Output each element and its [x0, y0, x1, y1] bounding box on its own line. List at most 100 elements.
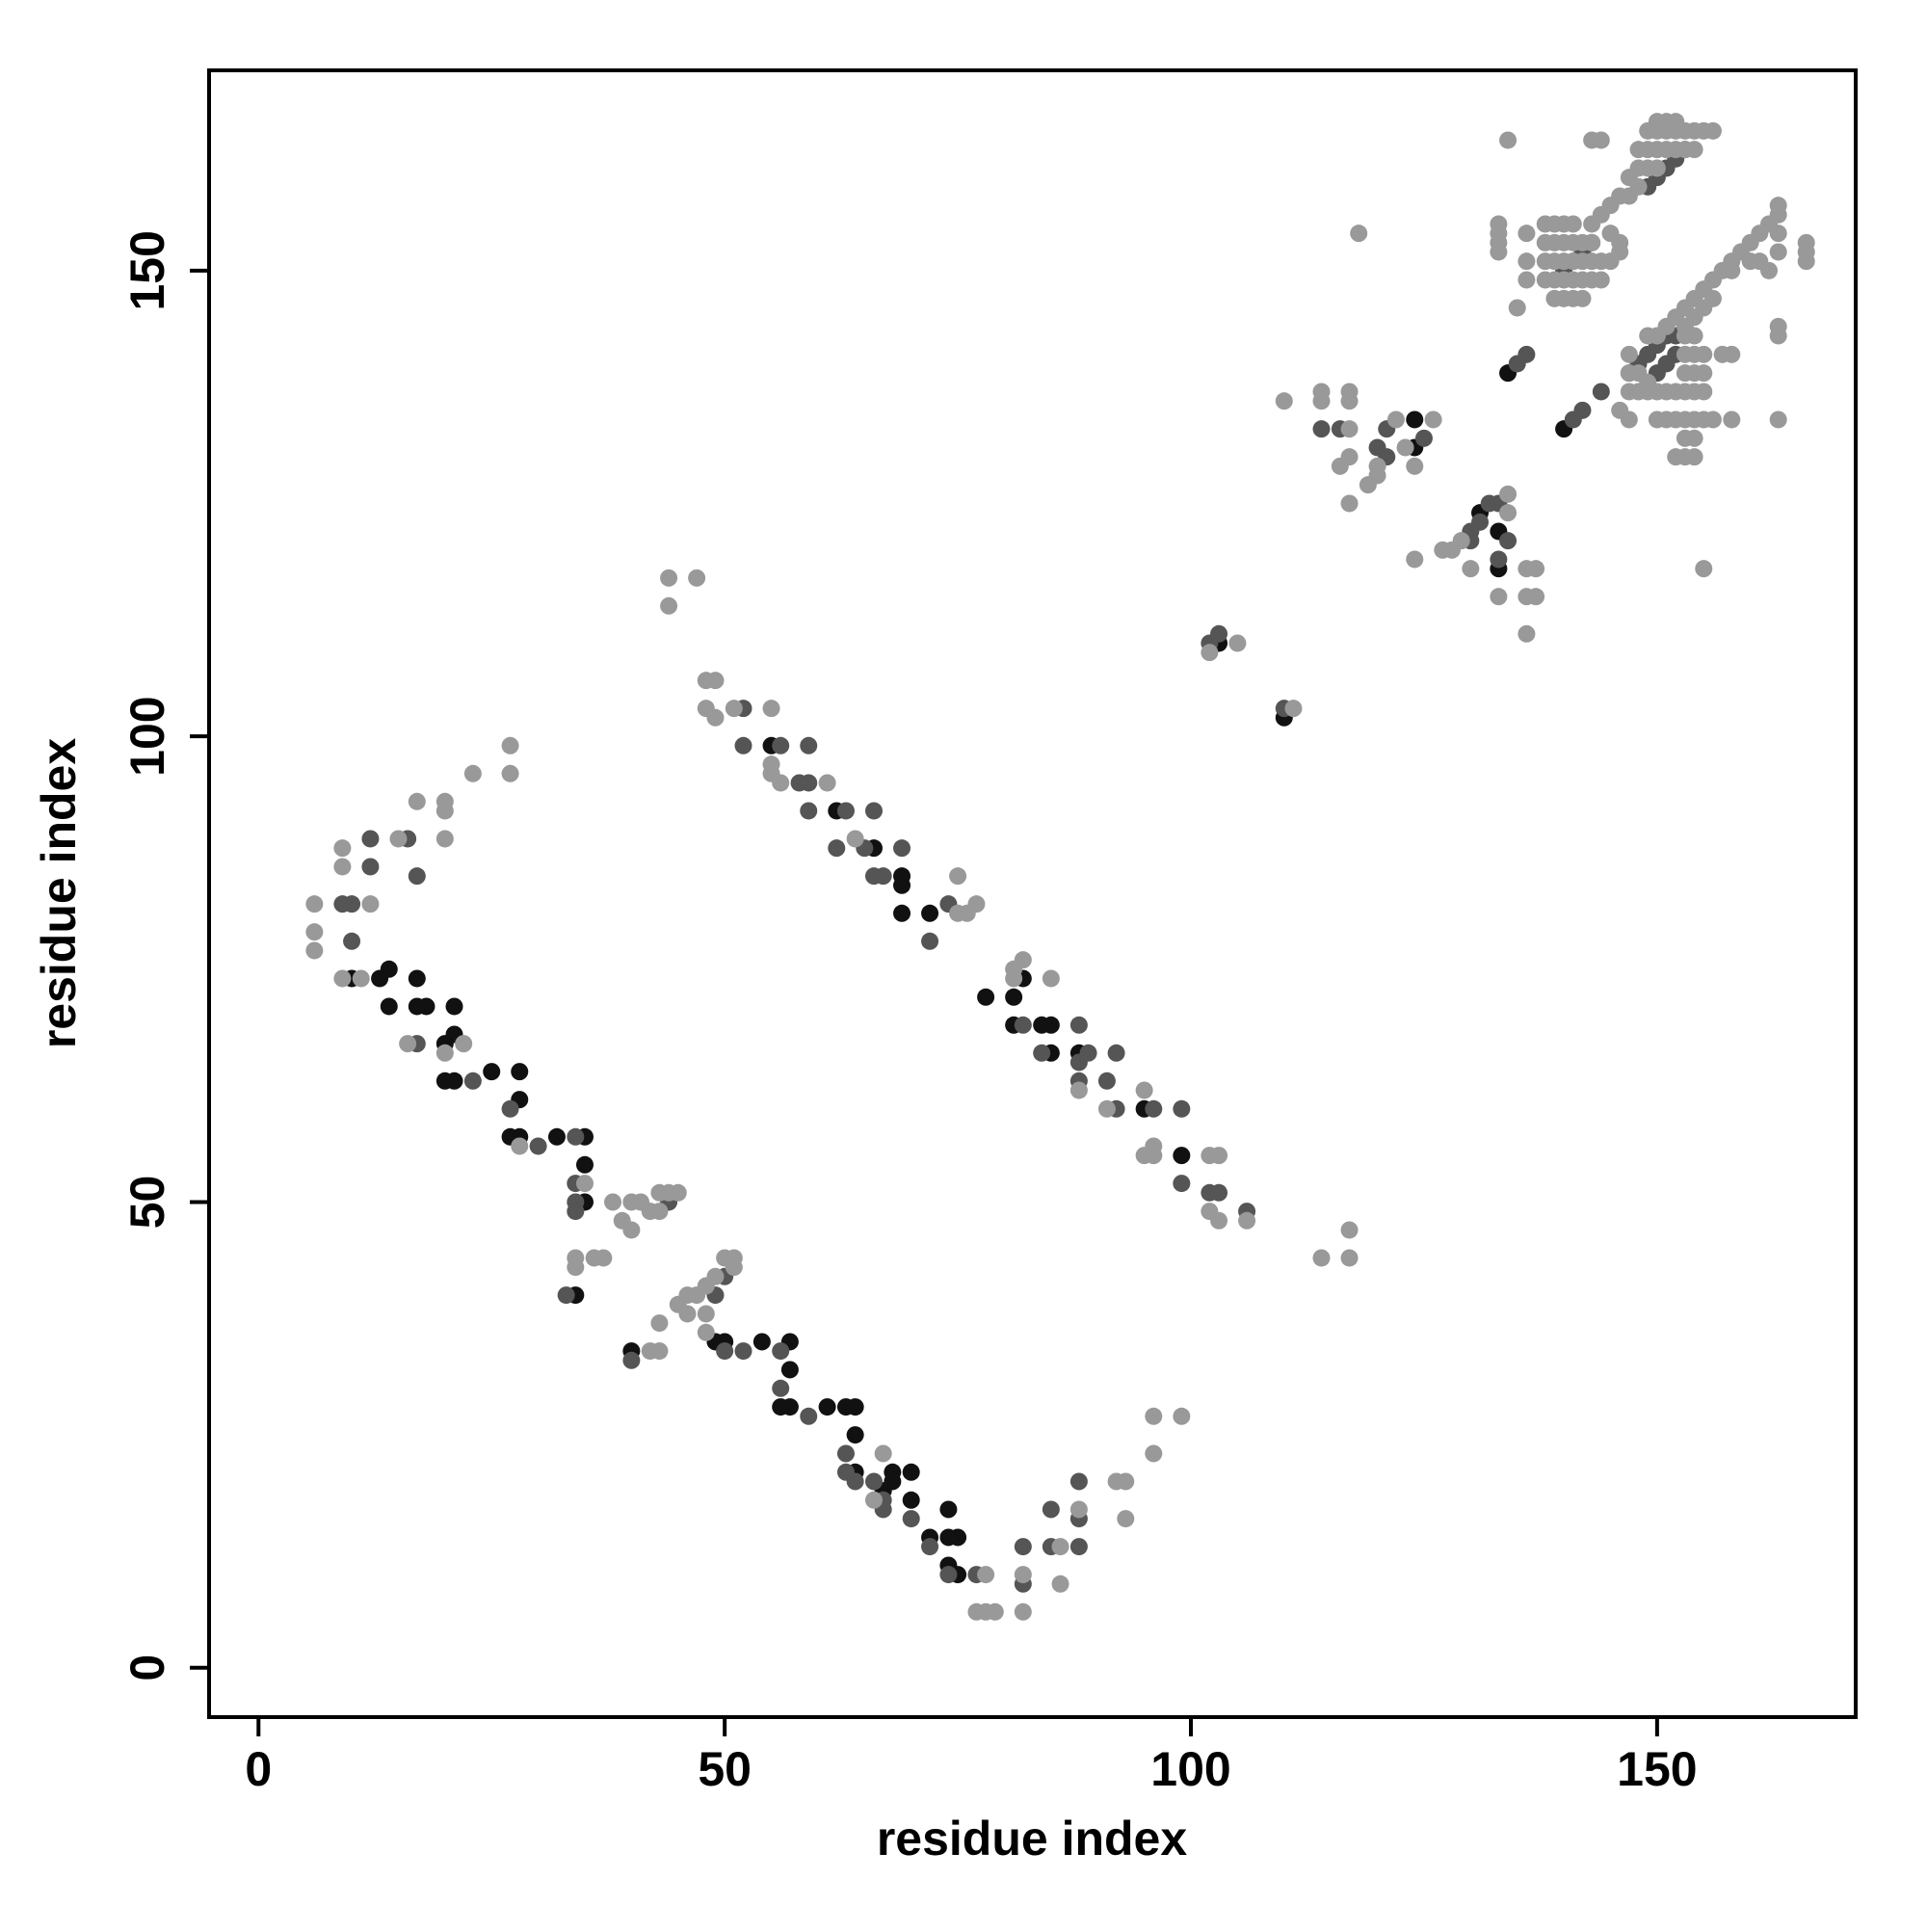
point [893, 904, 911, 922]
point [1406, 410, 1424, 429]
point [1396, 438, 1414, 457]
point [1741, 252, 1759, 271]
point [1014, 1016, 1032, 1034]
point [977, 988, 995, 1006]
point [1583, 233, 1601, 251]
point [1564, 215, 1582, 233]
point [1723, 345, 1741, 363]
point [361, 858, 380, 876]
point [967, 895, 986, 913]
point [734, 1342, 752, 1361]
point [1312, 420, 1331, 438]
point [305, 941, 324, 960]
y-tick-label: 0 [120, 1654, 174, 1681]
point [1769, 410, 1787, 429]
point [1069, 1538, 1088, 1556]
point [1703, 410, 1722, 429]
y-axis-title: residue index [32, 738, 86, 1049]
point [1620, 345, 1638, 363]
point [772, 1342, 790, 1361]
point [1490, 588, 1508, 606]
point [1592, 383, 1610, 401]
point [772, 1379, 790, 1397]
point [716, 1342, 734, 1361]
point [455, 1035, 473, 1053]
point [1201, 644, 1219, 662]
point [1097, 1099, 1116, 1118]
point [1042, 1016, 1060, 1034]
point [1499, 504, 1518, 522]
point [1312, 1249, 1331, 1267]
point [1499, 131, 1518, 149]
point [1452, 532, 1470, 550]
point [1723, 410, 1741, 429]
point [1097, 1072, 1116, 1090]
point [1695, 364, 1713, 383]
point [1033, 1044, 1051, 1062]
point [921, 1538, 939, 1556]
point [1769, 225, 1787, 243]
point [949, 1528, 967, 1547]
point [567, 1127, 585, 1146]
point [1703, 121, 1722, 140]
point [1051, 1575, 1069, 1593]
point [1490, 243, 1508, 261]
point [1723, 261, 1741, 279]
point [333, 858, 352, 876]
point [864, 802, 883, 820]
point [800, 774, 818, 792]
point [1145, 1099, 1163, 1118]
point [352, 969, 370, 988]
point [1331, 457, 1349, 475]
y-tick-label: 150 [120, 230, 174, 310]
point [1069, 1016, 1088, 1034]
point [921, 904, 939, 922]
point [1769, 197, 1787, 215]
point [417, 997, 436, 1016]
point [1014, 1602, 1032, 1621]
x-tick-label: 50 [698, 1742, 752, 1796]
point [902, 1463, 920, 1481]
point [1014, 1538, 1032, 1556]
point [1340, 494, 1359, 513]
point [1340, 392, 1359, 410]
point [305, 923, 324, 941]
point [557, 1286, 575, 1305]
point [1359, 476, 1377, 494]
point [501, 1099, 519, 1118]
point [436, 830, 454, 848]
point [1079, 1044, 1097, 1062]
point [1797, 252, 1815, 271]
point [1518, 345, 1536, 363]
point [333, 969, 352, 988]
point [1490, 215, 1508, 233]
point [1527, 560, 1545, 578]
point [1340, 420, 1359, 438]
point [1414, 429, 1433, 447]
point [1657, 317, 1676, 335]
point [1210, 1211, 1228, 1230]
x-tick-label: 150 [1617, 1742, 1697, 1796]
point [408, 969, 426, 988]
point [380, 960, 398, 978]
point [902, 1510, 920, 1528]
point [660, 596, 678, 615]
point [864, 1491, 883, 1509]
x-tick-label: 100 [1150, 1742, 1230, 1796]
point [511, 1063, 529, 1081]
point [1695, 345, 1713, 363]
point [343, 895, 361, 913]
point [864, 1472, 883, 1491]
point [1611, 243, 1629, 261]
point [436, 792, 454, 810]
point [1648, 159, 1666, 177]
point [1406, 457, 1424, 475]
point [949, 867, 967, 886]
point [800, 802, 818, 820]
point [1518, 225, 1536, 243]
point [725, 700, 743, 718]
point [697, 1305, 715, 1323]
point [660, 569, 678, 587]
point [800, 736, 818, 754]
point [1173, 1407, 1191, 1425]
